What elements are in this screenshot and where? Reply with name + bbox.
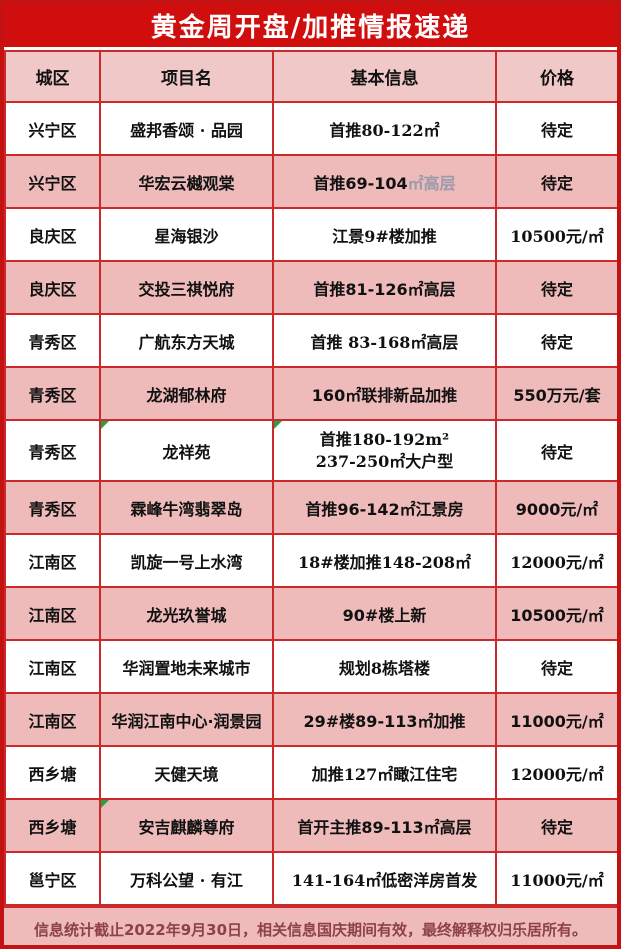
info-line-1: 首推180-192m²	[319, 429, 450, 449]
table-row: 青秀区 广航东方天城 首推 83-168㎡高层 待定	[4, 313, 617, 368]
price-cell: 10500元/㎡	[495, 207, 617, 262]
project-cell: 华润置地未来城市	[99, 639, 274, 694]
price-cell: 待定	[495, 419, 617, 482]
project-cell: 龙光玖誉城	[99, 586, 274, 641]
info-cell: 90#楼上新	[272, 586, 497, 641]
table-row: 江南区 凯旋一号上水湾 18#楼加推148-208㎡ 12000元/㎡	[4, 533, 617, 588]
corner-flag-icon	[101, 800, 109, 808]
project-cell: 安吉麒麟尊府	[99, 798, 274, 853]
district-cell: 西乡塘	[4, 798, 101, 853]
district-cell: 良庆区	[4, 260, 101, 315]
table-row: 江南区 华润置地未来城市 规划8栋塔楼 待定	[4, 639, 617, 694]
district-cell: 兴宁区	[4, 154, 101, 209]
table-row: 青秀区 龙祥苑 首推180-192m² 237-250㎡大户型 待定	[4, 419, 617, 482]
table-row: 江南区 华润江南中心·润景园 29#楼89-113㎡加推 11000元/㎡	[4, 692, 617, 747]
price-cell: 11000元/㎡	[495, 851, 617, 906]
info-cell: 首推180-192m² 237-250㎡大户型	[272, 419, 497, 482]
district-cell: 江南区	[4, 692, 101, 747]
project-cell: 万科公望 · 有江	[99, 851, 274, 906]
footer-note: 信息统计截止2022年9月30日，相关信息国庆期间有效，最终解释权归乐居所有。	[4, 906, 617, 945]
info-cell: 首推80-122㎡	[272, 101, 497, 156]
info-cell: 首推81-126㎡高层	[272, 260, 497, 315]
project-cell: 凯旋一号上水湾	[99, 533, 274, 588]
district-cell: 江南区	[4, 639, 101, 694]
district-cell: 兴宁区	[4, 101, 101, 156]
project-label: 安吉麒麟尊府	[138, 817, 235, 837]
header-row: 城区 项目名 基本信息 价格	[4, 50, 617, 103]
page-title: 黄金周开盘/加推情报速递	[4, 4, 617, 50]
column-header-price: 价格	[495, 50, 617, 103]
info-line-2: 237-250㎡大户型	[315, 451, 454, 471]
district-cell: 江南区	[4, 586, 101, 641]
info-text: 首推69-104	[313, 173, 408, 193]
info-cell: 江景9#楼加推	[272, 207, 497, 262]
table-row: 兴宁区 盛邦香颂 · 品园 首推80-122㎡ 待定	[4, 101, 617, 156]
table-row: 良庆区 交投三祺悦府 首推81-126㎡高层 待定	[4, 260, 617, 315]
project-cell: 霖峰牛湾翡翠岛	[99, 480, 274, 535]
district-cell: 青秀区	[4, 480, 101, 535]
project-cell: 华宏云樾观棠	[99, 154, 274, 209]
table-row: 邕宁区 万科公望 · 有江 141-164㎡低密洋房首发 11000元/㎡	[4, 851, 617, 906]
info-cell: 加推127㎡瞰江住宅	[272, 745, 497, 800]
column-header-project: 项目名	[99, 50, 274, 103]
project-cell: 星海银沙	[99, 207, 274, 262]
table-row: 西乡塘 天健天境 加推127㎡瞰江住宅 12000元/㎡	[4, 745, 617, 800]
info-cell: 141-164㎡低密洋房首发	[272, 851, 497, 906]
info-cell: 首推 83-168㎡高层	[272, 313, 497, 368]
district-cell: 青秀区	[4, 419, 101, 482]
price-cell: 待定	[495, 798, 617, 853]
table-row: 兴宁区 华宏云樾观棠 首推69-104㎡高层 待定	[4, 154, 617, 209]
price-cell: 550万元/套	[495, 366, 617, 421]
table-row: 江南区 龙光玖誉城 90#楼上新 10500元/㎡	[4, 586, 617, 641]
project-cell: 天健天境	[99, 745, 274, 800]
project-cell: 盛邦香颂 · 品园	[99, 101, 274, 156]
column-header-info: 基本信息	[272, 50, 497, 103]
corner-flag-icon	[101, 421, 109, 429]
listings-table: 城区 项目名 基本信息 价格 兴宁区 盛邦香颂 · 品园 首推80-122㎡ 待…	[4, 50, 617, 906]
info-text-muted: ㎡高层	[407, 173, 456, 193]
district-cell: 青秀区	[4, 366, 101, 421]
price-cell: 9000元/㎡	[495, 480, 617, 535]
table-row: 良庆区 星海银沙 江景9#楼加推 10500元/㎡	[4, 207, 617, 262]
district-cell: 邕宁区	[4, 851, 101, 906]
table-row: 青秀区 霖峰牛湾翡翠岛 首推96-142㎡江景房 9000元/㎡	[4, 480, 617, 535]
price-cell: 待定	[495, 313, 617, 368]
district-cell: 良庆区	[4, 207, 101, 262]
project-cell: 龙祥苑	[99, 419, 274, 482]
district-cell: 江南区	[4, 533, 101, 588]
price-cell: 11000元/㎡	[495, 692, 617, 747]
info-cell: 首开主推89-113㎡高层	[272, 798, 497, 853]
table-row: 西乡塘 安吉麒麟尊府 首开主推89-113㎡高层 待定	[4, 798, 617, 853]
project-cell: 交投三祺悦府	[99, 260, 274, 315]
project-cell: 广航东方天城	[99, 313, 274, 368]
info-cell: 160㎡联排新品加推	[272, 366, 497, 421]
info-cell: 29#楼89-113㎡加推	[272, 692, 497, 747]
project-cell: 龙湖郁林府	[99, 366, 274, 421]
district-cell: 青秀区	[4, 313, 101, 368]
price-cell: 待定	[495, 260, 617, 315]
price-cell: 待定	[495, 154, 617, 209]
project-label: 龙祥苑	[162, 442, 211, 462]
price-cell: 待定	[495, 639, 617, 694]
column-header-district: 城区	[4, 50, 101, 103]
info-cell: 18#楼加推148-208㎡	[272, 533, 497, 588]
district-cell: 西乡塘	[4, 745, 101, 800]
price-cell: 12000元/㎡	[495, 745, 617, 800]
info-cell: 规划8栋塔楼	[272, 639, 497, 694]
info-cell: 首推96-142㎡江景房	[272, 480, 497, 535]
corner-flag-icon	[274, 421, 282, 429]
price-cell: 12000元/㎡	[495, 533, 617, 588]
price-cell: 待定	[495, 101, 617, 156]
info-cell: 首推69-104㎡高层	[272, 154, 497, 209]
project-cell: 华润江南中心·润景园	[99, 692, 274, 747]
table-row: 青秀区 龙湖郁林府 160㎡联排新品加推 550万元/套	[4, 366, 617, 421]
price-cell: 10500元/㎡	[495, 586, 617, 641]
